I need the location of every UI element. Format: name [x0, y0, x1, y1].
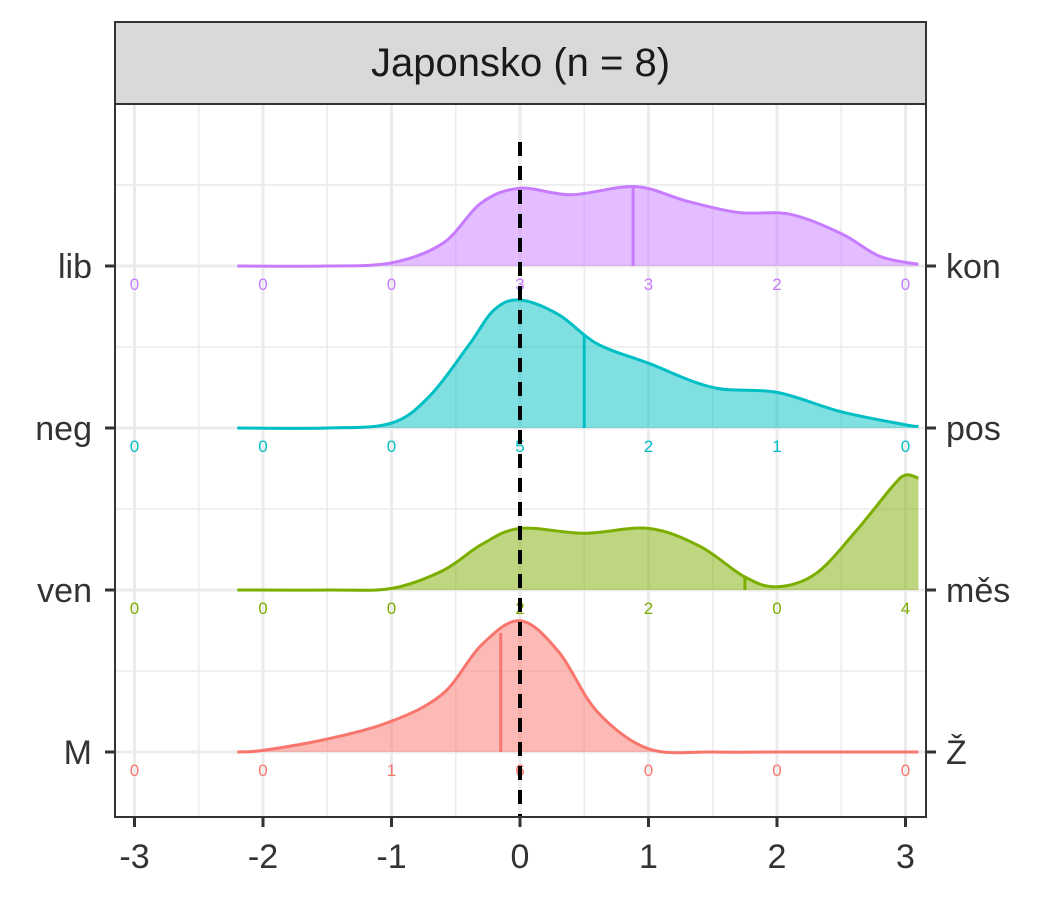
x-tick-label: 0: [511, 838, 530, 876]
count-label: 0: [258, 275, 267, 294]
count-label: 3: [644, 275, 653, 294]
count-label: 0: [258, 599, 267, 618]
density-area-ven: [237, 474, 919, 591]
strip-title: Japonsko (n = 8): [371, 41, 670, 85]
ridge-neg: 0 0 0 5 2 1 0: [130, 298, 919, 456]
y-label-left: ven: [37, 572, 92, 610]
count-label: 2: [644, 437, 653, 456]
x-tick-label: 1: [639, 838, 658, 876]
density-area-M: [237, 620, 919, 753]
y-label-left: neg: [35, 410, 92, 448]
x-tick-label: -3: [119, 838, 149, 876]
density-area-lib: [237, 186, 919, 267]
density-line-ven: [237, 473, 919, 592]
count-label: 0: [130, 761, 139, 780]
y-label-left: lib: [58, 248, 92, 286]
count-label: 4: [901, 599, 910, 618]
x-tick-label: 2: [768, 838, 787, 876]
density-line-M: [237, 619, 919, 755]
count-label: 0: [901, 761, 910, 780]
count-label: 1: [387, 761, 396, 780]
count-label: 0: [387, 599, 396, 618]
density-area-neg: [237, 299, 919, 429]
y-label-left: M: [64, 734, 92, 772]
count-label: 0: [772, 761, 781, 780]
count-label: 0: [644, 761, 653, 780]
x-tick-label: 3: [896, 838, 915, 876]
count-label: 1: [772, 437, 781, 456]
x-tick-label: -2: [248, 838, 278, 876]
count-label: 2: [772, 275, 781, 294]
y-label-right: pos: [946, 410, 1001, 448]
count-label: 0: [130, 437, 139, 456]
count-label: 0: [387, 437, 396, 456]
count-label: 0: [258, 761, 267, 780]
count-label: 0: [772, 599, 781, 618]
ridge-M: 0016000: [130, 619, 919, 780]
count-label: 0: [130, 599, 139, 618]
count-label: 0: [901, 437, 910, 456]
density-line-lib: [237, 185, 919, 268]
x-axis: -3 -2 -1 0 1 2 3: [119, 817, 915, 876]
count-label: 0: [387, 275, 396, 294]
count-label: 2: [644, 599, 653, 618]
y-label-right: Ž: [946, 734, 967, 772]
count-label: 0: [901, 275, 910, 294]
ridge-lib: 0 0 0 3 3 2 0: [130, 185, 919, 294]
count-label: 5: [515, 437, 524, 456]
density-line-neg: [237, 298, 919, 430]
count-label: 0: [130, 275, 139, 294]
y-label-right: měs: [946, 572, 1010, 610]
x-tick-label: -1: [376, 838, 406, 876]
y-label-right: kon: [946, 248, 1001, 286]
count-label: 0: [258, 437, 267, 456]
count-label: 3: [515, 275, 524, 294]
strip-background: [114, 21, 927, 105]
